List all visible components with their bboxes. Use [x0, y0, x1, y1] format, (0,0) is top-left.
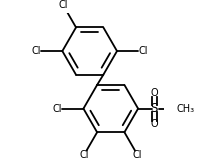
Text: Cl: Cl [79, 150, 89, 160]
Text: Cl: Cl [133, 150, 142, 160]
Text: Cl: Cl [58, 0, 68, 9]
Text: Cl: Cl [52, 104, 62, 114]
Text: O: O [151, 88, 158, 98]
Text: S: S [151, 102, 158, 115]
Text: O: O [151, 119, 158, 129]
Text: Cl: Cl [31, 46, 41, 56]
Text: Cl: Cl [139, 46, 148, 56]
Text: CH₃: CH₃ [177, 104, 195, 114]
